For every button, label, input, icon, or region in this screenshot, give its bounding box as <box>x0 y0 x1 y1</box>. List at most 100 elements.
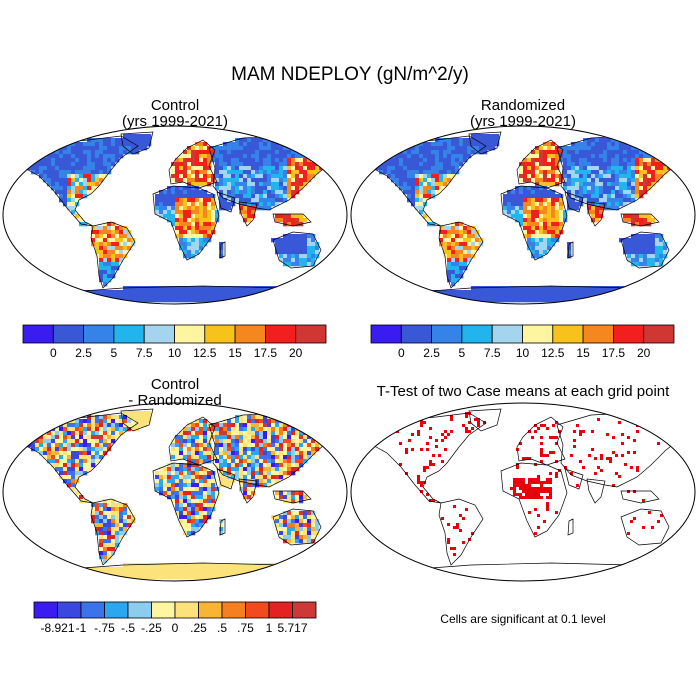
control-cell <box>195 222 200 227</box>
randomized-cell <box>607 190 612 195</box>
difference-cell <box>191 491 196 496</box>
control-cell <box>31 154 36 159</box>
randomized-cell <box>639 174 644 179</box>
control-cell <box>183 158 188 163</box>
difference-cell <box>207 575 212 580</box>
control-cell <box>107 266 112 271</box>
difference-cell <box>215 423 220 428</box>
control-cell <box>79 166 84 171</box>
difference-cell <box>219 459 224 464</box>
randomized-cell <box>451 254 456 259</box>
randomized-cell <box>607 162 612 167</box>
control-cell <box>107 270 112 275</box>
significant-cell <box>441 517 444 520</box>
control-cell <box>79 182 84 187</box>
randomized-cell <box>639 158 644 163</box>
randomized-cell <box>619 162 624 167</box>
randomized-cell <box>423 186 428 191</box>
control-cell <box>123 134 128 139</box>
control-map-border <box>2 125 348 305</box>
control-cell <box>63 170 68 175</box>
significant-cell <box>552 436 555 439</box>
control-cell <box>295 254 300 259</box>
control-cell <box>291 170 296 175</box>
control-cell <box>255 166 260 171</box>
randomized-cell <box>579 162 584 167</box>
randomized-cell <box>379 146 384 151</box>
difference-cell <box>315 431 320 436</box>
control-cell <box>111 158 116 163</box>
control-cell <box>311 254 316 259</box>
randomized-cell <box>679 154 684 159</box>
control-cell <box>271 150 276 155</box>
randomized-cell <box>503 210 508 215</box>
difference-cell <box>231 435 236 440</box>
randomized-cell <box>455 162 460 167</box>
control-cell <box>91 142 96 147</box>
difference-cell <box>211 491 216 496</box>
randomized-cell <box>591 298 596 303</box>
significant-cell <box>519 484 522 487</box>
difference-cell <box>59 435 64 440</box>
control-cell <box>243 298 248 303</box>
difference-cell <box>231 423 236 428</box>
difference-cell <box>291 427 296 432</box>
control-cell <box>291 182 296 187</box>
randomized-cell <box>399 294 404 299</box>
randomized-cell <box>439 298 444 303</box>
difference-cell <box>279 423 284 428</box>
coastline-new-zealand <box>324 263 334 279</box>
randomized-cell <box>443 170 448 175</box>
difference-cell <box>267 423 272 428</box>
difference-cell <box>211 455 216 460</box>
control-cell <box>299 238 304 243</box>
randomized-cell <box>571 142 576 147</box>
control-cell <box>211 226 216 231</box>
randomized-cell <box>535 290 540 295</box>
control-cell <box>195 198 200 203</box>
control-cell <box>187 222 192 227</box>
control-cell <box>275 202 280 207</box>
difference-cell <box>87 571 92 576</box>
randomized-cell <box>595 298 600 303</box>
difference-cell <box>91 567 96 572</box>
randomized-cell <box>435 150 440 155</box>
control-cell <box>179 166 184 171</box>
control-cell <box>167 190 172 195</box>
control-cell <box>255 142 260 147</box>
randomized-cell <box>579 146 584 151</box>
randomized-cell <box>547 178 552 183</box>
randomized-cell <box>575 142 580 147</box>
significant-cell <box>651 415 654 418</box>
randomized-cell <box>647 254 652 259</box>
randomized-cell <box>443 226 448 231</box>
difference-cell <box>175 499 180 504</box>
control-cell <box>191 150 196 155</box>
significant-cell <box>678 424 681 427</box>
difference-cell <box>143 571 148 576</box>
difference-cell <box>107 511 112 516</box>
control-cell <box>311 246 316 251</box>
randomized-colorbar-tick-label: 2.5 <box>423 346 440 360</box>
control-cell <box>235 162 240 167</box>
randomized-cell <box>631 218 636 223</box>
randomized-cell <box>595 214 600 219</box>
difference-cell <box>287 515 292 520</box>
difference-cell <box>35 427 40 432</box>
difference-cell <box>171 571 176 576</box>
randomized-cell <box>639 186 644 191</box>
control-cell <box>203 294 208 299</box>
randomized-cell <box>655 294 660 299</box>
difference-cell <box>211 567 216 572</box>
randomized-cell <box>515 194 520 199</box>
control-cell <box>319 142 324 147</box>
difference-cell <box>199 515 204 520</box>
control-cell <box>119 146 124 151</box>
difference-cell <box>327 427 332 432</box>
randomized-cell <box>575 294 580 299</box>
control-cell <box>291 294 296 299</box>
difference-cell <box>87 419 92 424</box>
randomized-cell <box>619 298 624 303</box>
difference-cell <box>247 495 252 500</box>
randomized-cell <box>459 254 464 259</box>
